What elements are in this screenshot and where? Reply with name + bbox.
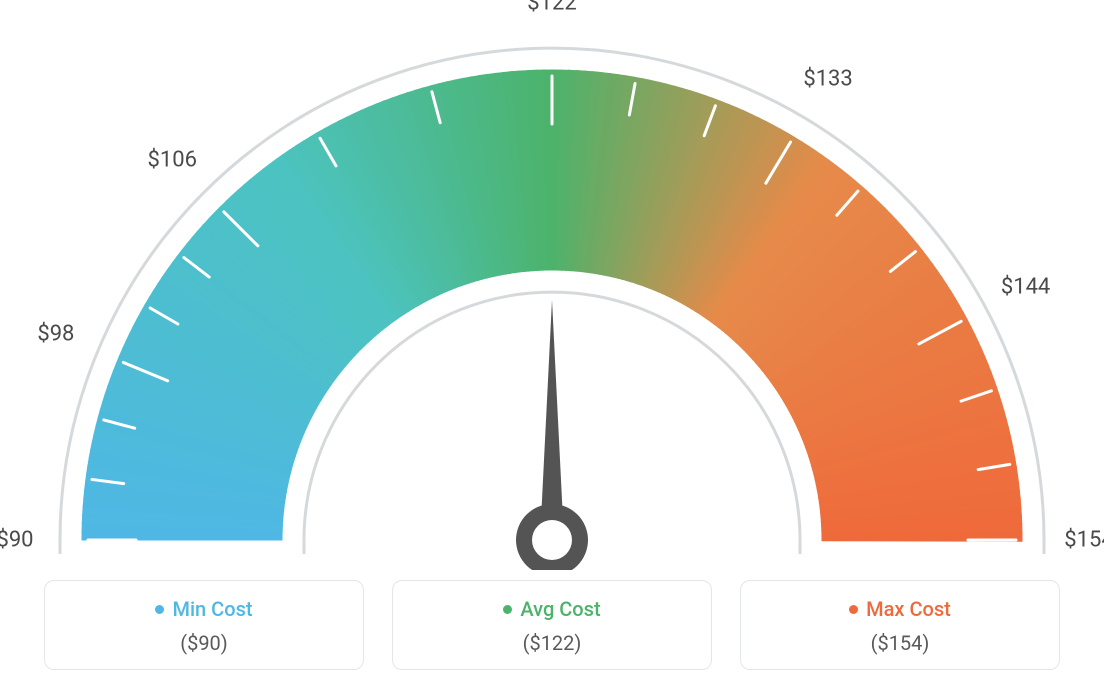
gauge-tick-label: $122 (527, 0, 576, 16)
legend-row: Min Cost ($90) Avg Cost ($122) Max Cost ($154… (0, 580, 1104, 670)
legend-card-min: Min Cost ($90) (44, 580, 364, 670)
gauge-tick-label: $98 (37, 322, 74, 347)
gauge-tick-label: $90 (0, 528, 34, 553)
legend-value-max: ($154) (741, 631, 1059, 655)
legend-dot-icon (503, 605, 512, 614)
legend-card-max: Max Cost ($154) (740, 580, 1060, 670)
gauge-chart: $90 $98 $106 $122 $133 $144 $154 (0, 0, 1104, 570)
legend-value-avg: ($122) (393, 631, 711, 655)
gauge-tick-label: $133 (803, 67, 852, 92)
legend-dot-icon (155, 605, 164, 614)
gauge-svg (0, 0, 1104, 570)
legend-title-text: Avg Cost (520, 597, 600, 621)
legend-title-text: Min Cost (172, 597, 252, 621)
legend-title-text: Max Cost (866, 597, 951, 621)
legend-dot-icon (849, 605, 858, 614)
legend-title-max: Max Cost (849, 597, 951, 621)
legend-title-min: Min Cost (155, 597, 252, 621)
gauge-tick-label: $144 (1001, 274, 1050, 299)
legend-value-min: ($90) (45, 631, 363, 655)
gauge-tick-label: $154 (1064, 528, 1104, 553)
legend-card-avg: Avg Cost ($122) (392, 580, 712, 670)
gauge-tick-label: $106 (148, 148, 197, 173)
legend-title-avg: Avg Cost (503, 597, 600, 621)
